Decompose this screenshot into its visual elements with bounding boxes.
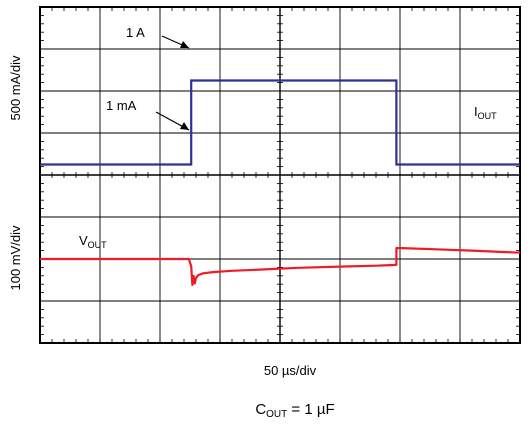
cout-caption: COUT = 1 µF (255, 401, 334, 420)
graticule-ticks (39, 6, 521, 344)
plot-frame (39, 6, 521, 344)
annotation-1ma-label: 1 mA (106, 98, 137, 113)
annotation-1a-arrowhead (180, 41, 189, 48)
annotation-1ma-arrowhead (180, 122, 189, 130)
iout-scale-label: 500 mA/div (8, 55, 23, 121)
vout-trace (40, 247, 521, 287)
annotation-1a-label: 1 A (126, 25, 145, 40)
time-scale-label: 50 µs/div (264, 363, 317, 378)
iout-label: IOUT (474, 104, 497, 121)
iout-trace (40, 79, 520, 166)
vout-scale-label: 100 mV/div (8, 225, 23, 291)
vout-label: VOUT (79, 233, 107, 250)
